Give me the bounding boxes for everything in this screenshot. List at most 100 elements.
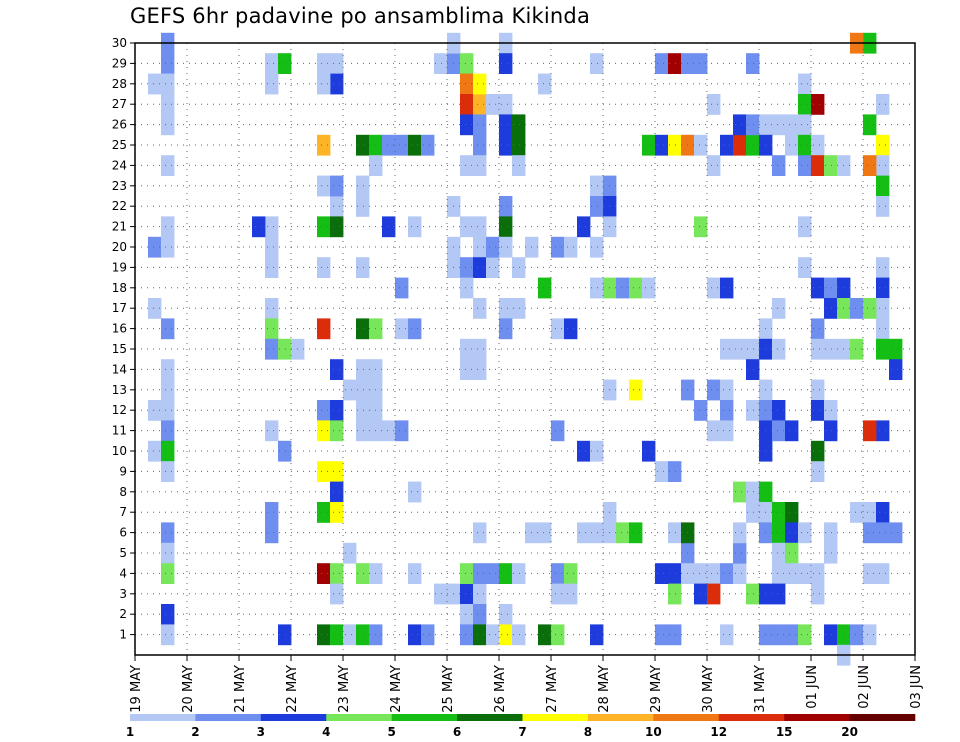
colorbar: 1 2 3 4 5 6 7 8 10 12 15 20 bbox=[126, 714, 916, 739]
heatmap-cell bbox=[499, 318, 513, 340]
heatmap-cell bbox=[161, 542, 175, 564]
heatmap-cell bbox=[148, 73, 162, 95]
chart-title: GEFS 6hr padavine po ansamblima Kikinda bbox=[130, 4, 591, 28]
heatmap-cell bbox=[486, 257, 500, 278]
heatmap-cell bbox=[876, 94, 890, 115]
heatmap-cell bbox=[512, 114, 526, 136]
heatmap-cell bbox=[772, 298, 786, 319]
heatmap-cell bbox=[473, 359, 487, 380]
heatmap-cell bbox=[876, 522, 890, 544]
colorbar-swatch bbox=[849, 714, 916, 721]
heatmap-cell bbox=[798, 155, 812, 176]
y-tick-label: 9 bbox=[119, 464, 127, 478]
heatmap-cell bbox=[161, 114, 175, 136]
heatmap-cell bbox=[161, 400, 175, 421]
heatmap-cell bbox=[473, 155, 487, 176]
heatmap-cell bbox=[707, 563, 721, 584]
heatmap-cell bbox=[356, 624, 370, 646]
x-tick-label: 20 MAY bbox=[181, 665, 196, 713]
heatmap-cell bbox=[655, 134, 669, 156]
heatmap-cell bbox=[434, 53, 448, 74]
colorbar-label: 12 bbox=[710, 725, 727, 739]
heatmap-cell bbox=[668, 461, 682, 482]
heatmap-cell bbox=[278, 624, 292, 646]
heatmap-cell bbox=[772, 502, 786, 523]
heatmap-cell bbox=[564, 563, 578, 584]
heatmap-cell bbox=[499, 196, 513, 217]
heatmap-cell bbox=[473, 94, 487, 115]
heatmap-cell bbox=[746, 400, 760, 421]
heatmap-cell bbox=[720, 379, 734, 401]
heatmap-cell bbox=[161, 94, 175, 115]
heatmap-cell bbox=[161, 420, 175, 442]
heatmap-cell bbox=[408, 318, 422, 340]
heatmap-cell bbox=[798, 216, 812, 238]
heatmap-cell bbox=[733, 522, 747, 544]
heatmap-cell bbox=[460, 563, 474, 584]
y-tick-label: 3 bbox=[119, 587, 127, 601]
heatmap-cell bbox=[876, 420, 890, 442]
x-tick-label: 24 MAY bbox=[389, 665, 404, 713]
y-tick-label: 11 bbox=[112, 424, 127, 438]
y-tick-label: 13 bbox=[112, 383, 127, 397]
heatmap-cell bbox=[889, 338, 903, 360]
heatmap-cell bbox=[317, 461, 331, 482]
heatmap-cell bbox=[668, 624, 682, 646]
heatmap-cell bbox=[538, 624, 552, 646]
heatmap-cell bbox=[720, 277, 734, 299]
x-tick-label: 31 MAY bbox=[753, 665, 768, 713]
heatmap-cell bbox=[772, 624, 786, 646]
heatmap-cell bbox=[356, 175, 370, 197]
heatmap-cell bbox=[395, 318, 409, 340]
heatmap-cell bbox=[785, 502, 799, 523]
y-tick-label: 8 bbox=[119, 485, 127, 499]
heatmap-cell bbox=[876, 502, 890, 523]
heatmap-cell bbox=[265, 53, 279, 74]
heatmap-cell bbox=[317, 318, 331, 340]
heatmap-cell bbox=[798, 563, 812, 584]
heatmap-cell bbox=[798, 73, 812, 95]
heatmap-cell bbox=[811, 440, 825, 462]
heatmap-cell bbox=[863, 502, 877, 523]
heatmap-cell bbox=[655, 53, 669, 74]
colorbar-label: 15 bbox=[776, 725, 793, 739]
x-tick-label: 29 MAY bbox=[649, 665, 664, 713]
heatmap-cell bbox=[707, 155, 721, 176]
heatmap-cell bbox=[460, 114, 474, 136]
heatmap-cell bbox=[590, 440, 604, 462]
colorbar-swatch bbox=[391, 714, 458, 721]
heatmap-cell bbox=[772, 114, 786, 136]
heatmap-cell bbox=[642, 134, 656, 156]
heatmap-cell bbox=[356, 420, 370, 442]
heatmap-cell bbox=[746, 114, 760, 136]
heatmap-cell bbox=[161, 318, 175, 340]
y-tick-label: 25 bbox=[112, 138, 127, 152]
heatmap-cell bbox=[317, 134, 331, 156]
heatmap-cell bbox=[460, 359, 474, 380]
heatmap-cell bbox=[330, 53, 344, 74]
heatmap-cell bbox=[356, 196, 370, 217]
heatmap-cell bbox=[733, 563, 747, 584]
x-tick-label: 27 MAY bbox=[545, 665, 560, 713]
heatmap-cell bbox=[551, 236, 565, 258]
y-tick-label: 27 bbox=[112, 97, 127, 111]
heatmap-cell bbox=[824, 298, 838, 319]
heatmap-cell bbox=[161, 379, 175, 401]
heatmap-cell bbox=[798, 624, 812, 646]
x-tick-label: 19 MAY bbox=[129, 665, 144, 713]
heatmap-cell bbox=[551, 318, 565, 340]
colorbar-swatch bbox=[587, 714, 654, 721]
heatmap-cell bbox=[486, 563, 500, 584]
heatmap-cell bbox=[824, 338, 838, 360]
heatmap-cell bbox=[460, 257, 474, 278]
y-tick-label: 15 bbox=[112, 342, 127, 356]
heatmap-cell bbox=[161, 522, 175, 544]
heatmap-cell bbox=[499, 53, 513, 74]
heatmap-cell bbox=[824, 400, 838, 421]
heatmap-cell bbox=[265, 73, 279, 95]
heatmap-cell bbox=[473, 624, 487, 646]
heatmap-cell bbox=[499, 94, 513, 115]
y-tick-label: 10 bbox=[112, 444, 127, 458]
heatmap-cell bbox=[148, 400, 162, 421]
colorbar-label: 2 bbox=[191, 725, 199, 739]
